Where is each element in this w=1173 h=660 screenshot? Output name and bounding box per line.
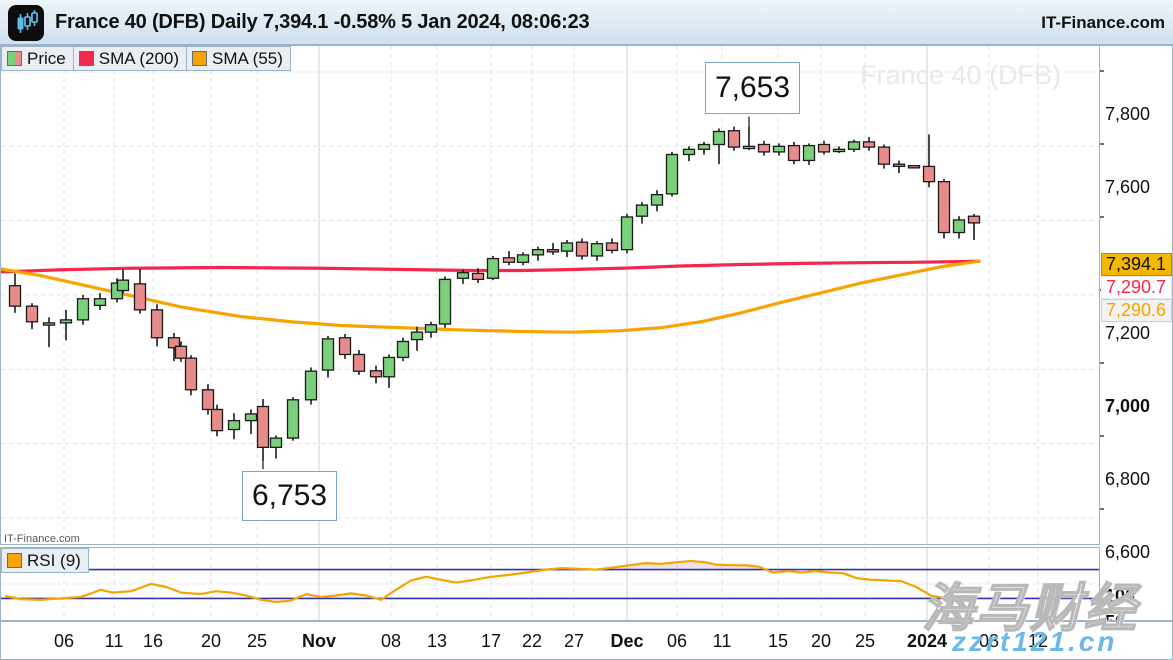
date-tick-label: 11 — [104, 631, 124, 651]
symbol-watermark: France 40 (DFB) — [860, 60, 1062, 90]
sma55-swatch-icon — [192, 51, 208, 66]
price-swatch-icon — [7, 51, 22, 66]
date-tick-label: 16 — [142, 631, 164, 651]
price-chart-panel[interactable] — [0, 45, 1100, 545]
legend-label-sma200: SMA (200) — [98, 48, 180, 68]
sma55-value-tag: 7,290.6 — [1101, 299, 1172, 322]
price-chart-canvas — [1, 46, 1099, 544]
date-tick-label: 11 — [712, 631, 732, 651]
legend-label-price: Price — [27, 48, 66, 68]
date-tick-label: 06 — [53, 631, 75, 651]
date-tick-label: 17 — [480, 631, 502, 651]
rsi-axis-tick-label: 100 — [1105, 586, 1136, 606]
chart-legend: Price SMA (200) SMA (55) — [1, 46, 291, 71]
date-tick-label: 20 — [200, 631, 222, 651]
date-tick-label: Dec — [610, 631, 644, 651]
title-bar: France 40 (DFB) Daily 7,394.1 -0.58% 5 J… — [0, 0, 1173, 45]
legend-item-sma55[interactable]: SMA (55) — [186, 46, 291, 71]
url-watermark: zzrt121.cn — [952, 626, 1118, 657]
period-high-callout[interactable]: 7,653 — [705, 62, 800, 114]
provider-watermark: IT-Finance.com — [4, 533, 80, 545]
page-title: France 40 (DFB) Daily 7,394.1 -0.58% 5 J… — [55, 11, 590, 33]
date-tick-label: 12 — [1027, 631, 1049, 651]
legend-item-sma200[interactable]: SMA (200) — [72, 46, 188, 71]
date-tick-label: 08 — [380, 631, 402, 651]
date-tick-label: 13 — [426, 631, 448, 651]
cn-watermark: 海马财经 — [921, 579, 1139, 639]
date-tick-label: 27 — [563, 631, 585, 651]
legend-label-rsi: RSI (9) — [27, 550, 81, 570]
brand-label: IT-Finance.com — [1041, 13, 1165, 32]
legend-item-price[interactable]: Price — [1, 46, 74, 71]
date-tick-label: Nov — [301, 631, 337, 651]
sma200-swatch-icon — [78, 51, 94, 66]
date-tick-label: 06 — [666, 631, 688, 651]
date-tick-label: 08 — [978, 631, 1000, 651]
date-tick-label: 15 — [767, 631, 789, 651]
rsi-chart-panel[interactable] — [0, 547, 1100, 621]
axis-tick-label: 6,800 — [1105, 469, 1151, 489]
legend-item-rsi[interactable]: RSI (9) — [1, 548, 89, 573]
date-tick-label: 25 — [246, 631, 268, 651]
axis-tick-label: 7,600 — [1105, 177, 1151, 197]
legend-label-sma55: SMA (55) — [212, 48, 283, 68]
axis-tick-label: 7,800 — [1105, 104, 1151, 124]
period-low-callout[interactable]: 6,753 — [242, 471, 337, 521]
axis-tick-label: 6,600 — [1105, 542, 1151, 562]
date-tick-label: 20 — [810, 631, 832, 651]
rsi-axis-tick-label: 50 — [1105, 612, 1125, 620]
last-price-tag: 7,394.1 — [1101, 253, 1172, 276]
axis-tick-label: 7,200 — [1105, 323, 1151, 343]
sma200-value-tag: 7,290.7 — [1101, 276, 1172, 299]
date-tick-label: 22 — [521, 631, 543, 651]
candlestick-logo-icon — [8, 5, 44, 41]
rsi-chart-canvas — [1, 548, 1099, 620]
date-tick-label: 2024 — [906, 631, 948, 651]
rsi-swatch-icon — [7, 553, 22, 568]
date-tick-label: 25 — [854, 631, 876, 651]
axis-ticks — [1100, 70, 1104, 510]
price-axis[interactable]: 7,8007,6007,4007,2007,0006,8006,60010050… — [1100, 45, 1173, 621]
axis-tick-label: 7,000 — [1105, 396, 1151, 416]
